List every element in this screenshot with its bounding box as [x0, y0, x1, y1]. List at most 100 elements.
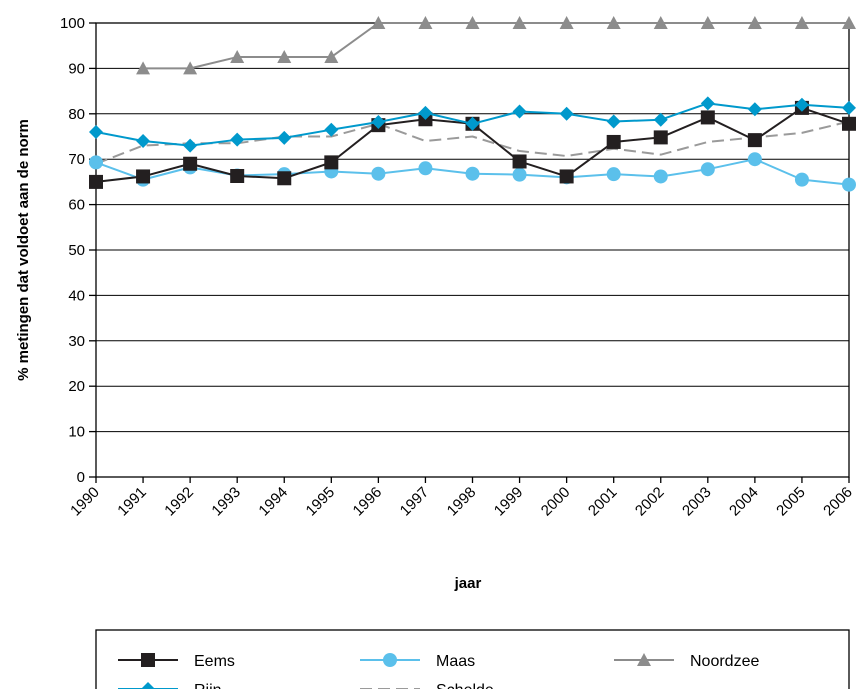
x-tick-label: 2006 — [820, 484, 856, 520]
legend-label: Maas — [436, 653, 475, 670]
data-point-eems — [512, 154, 527, 169]
legend: Eems Maas Noordzee Rijn Schelde — [118, 653, 759, 689]
series-line-schelde — [95, 120, 850, 165]
data-point-eems — [136, 169, 151, 184]
x-tick-label: 2004 — [726, 484, 762, 520]
data-point-noordzee — [465, 16, 480, 29]
x-tick-label: 1995 — [303, 484, 339, 520]
data-point-eems — [653, 130, 668, 145]
data-point-rijn — [653, 112, 668, 127]
data-point-rijn — [559, 106, 574, 121]
data-point-rijn — [277, 130, 292, 145]
data-point-rijn — [89, 124, 103, 139]
x-tick-label: 2000 — [538, 484, 574, 520]
data-point-maas — [794, 172, 809, 187]
x-tick-label: 1992 — [161, 484, 197, 520]
data-point-noordzee — [324, 50, 339, 64]
legend-label: Rijn — [194, 682, 222, 689]
legend-box — [95, 629, 850, 689]
data-point-maas — [653, 169, 668, 184]
x-tick-label: 1998 — [444, 484, 480, 520]
data-point-noordzee — [418, 16, 433, 29]
legend-item-eems: Eems — [118, 653, 235, 670]
series-maas — [89, 152, 856, 192]
y-tick-label: 0 — [77, 469, 85, 486]
data-point-rijn — [700, 96, 715, 111]
y-tick-label: 90 — [68, 60, 85, 77]
series-noordzee — [136, 16, 856, 75]
data-point-eems — [89, 174, 103, 189]
data-point-rijn — [230, 132, 245, 147]
x-tick-label: 1991 — [114, 484, 150, 520]
x-tick-label: 1999 — [491, 484, 527, 520]
y-tick-label: 60 — [68, 197, 85, 214]
y-tick-label: 100 — [60, 15, 85, 32]
legend-item-rijn: Rijn — [118, 682, 222, 689]
data-point-rijn — [324, 122, 339, 137]
data-point-rijn — [465, 116, 480, 131]
data-point-rijn — [512, 104, 527, 119]
series-schelde — [95, 120, 850, 165]
data-point-eems — [324, 155, 339, 170]
data-point-noordzee — [183, 61, 198, 75]
data-point-rijn — [371, 114, 386, 129]
legend-marker — [383, 653, 397, 667]
x-tick-label: 1990 — [67, 484, 103, 520]
x-tick-label: 1997 — [397, 484, 433, 520]
data-point-noordzee — [371, 16, 386, 29]
data-point-noordzee — [606, 16, 621, 29]
legend-marker — [637, 653, 651, 666]
data-point-maas — [842, 177, 856, 192]
legend-marker — [141, 682, 155, 689]
x-tick-label: 1996 — [350, 484, 386, 520]
legend-label: Schelde — [436, 682, 494, 689]
data-point-rijn — [183, 138, 198, 153]
legend-item-noordzee: Noordzee — [614, 653, 759, 670]
x-tick-label: 1994 — [255, 484, 291, 520]
legend-item-schelde: Schelde — [360, 682, 494, 689]
series-line-noordzee — [143, 22, 849, 70]
data-point-rijn — [606, 114, 621, 129]
x-tick-label: 2005 — [773, 484, 809, 520]
data-point-rijn — [418, 105, 433, 120]
data-point-noordzee — [794, 16, 809, 29]
data-point-maas — [465, 166, 480, 181]
series-rijn — [89, 96, 856, 153]
data-point-eems — [230, 168, 245, 183]
x-tick-label: 2001 — [585, 484, 621, 520]
data-point-rijn — [842, 100, 856, 115]
data-point-eems — [183, 156, 198, 171]
y-tick-label: 70 — [68, 151, 85, 168]
data-point-noordzee — [230, 50, 245, 64]
y-axis-title: % metingen dat voldoet aan de norm — [15, 119, 32, 381]
data-point-maas — [606, 167, 621, 182]
y-tick-label: 50 — [68, 242, 85, 259]
data-point-maas — [418, 161, 433, 176]
gridlines — [96, 67, 849, 433]
y-tick-label: 20 — [68, 378, 85, 395]
legend-label: Eems — [194, 653, 235, 670]
data-point-rijn — [747, 102, 762, 117]
legend-marker — [141, 653, 155, 667]
y-tick-label: 80 — [68, 106, 85, 123]
data-point-eems — [747, 133, 762, 148]
data-point-eems — [842, 116, 856, 131]
y-tick-label: 30 — [68, 333, 85, 350]
legend-item-maas: Maas — [360, 653, 475, 670]
y-tick-label: 40 — [68, 287, 85, 304]
data-point-eems — [559, 169, 574, 184]
data-point-rijn — [794, 97, 809, 112]
y-tick-label: 10 — [68, 424, 85, 441]
x-tick-label: 2003 — [679, 484, 715, 520]
data-point-eems — [700, 110, 715, 125]
series-group — [89, 16, 856, 192]
data-point-noordzee — [653, 16, 668, 29]
data-point-noordzee — [512, 16, 527, 29]
x-axis-title: jaar — [454, 575, 482, 592]
data-point-noordzee — [277, 50, 292, 64]
data-point-eems — [277, 171, 292, 186]
data-point-maas — [89, 155, 103, 170]
x-tick-label: 1993 — [208, 484, 244, 520]
data-point-maas — [512, 167, 527, 182]
